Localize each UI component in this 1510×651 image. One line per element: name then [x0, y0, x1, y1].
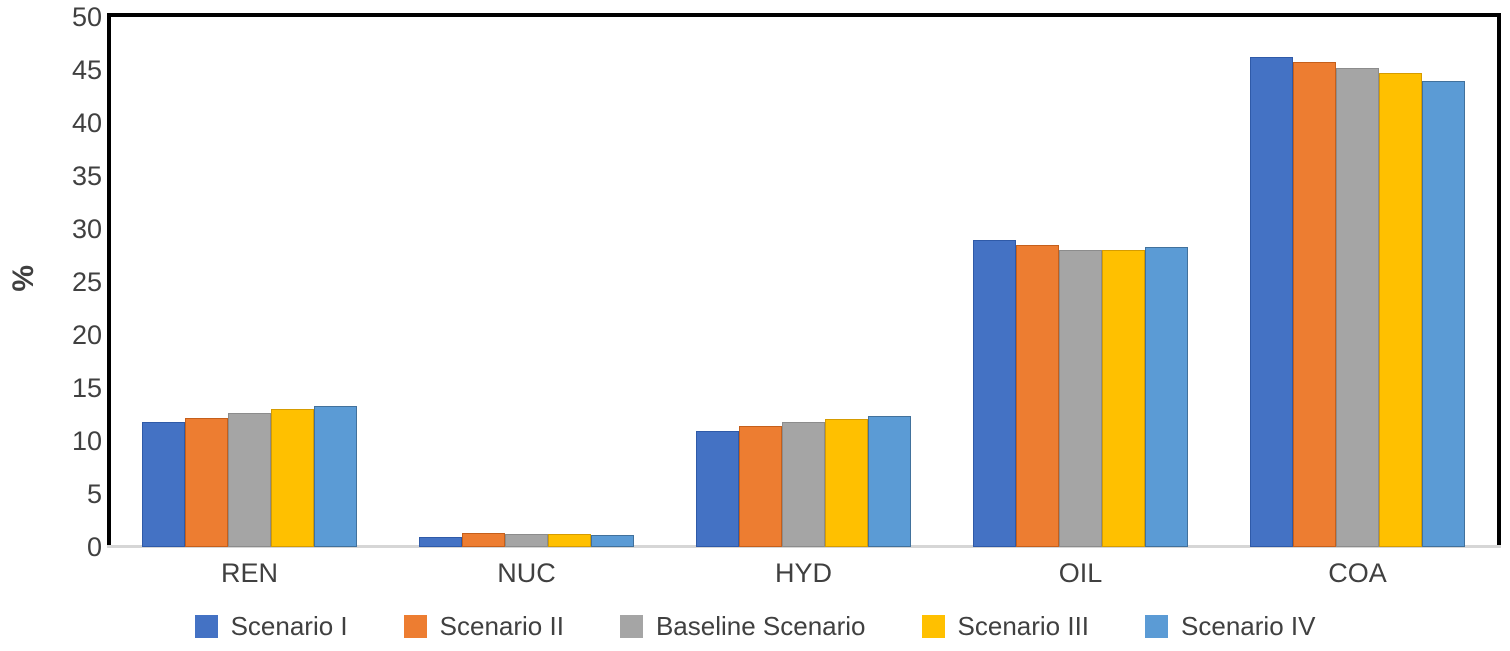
y-tick-label: 35 [71, 161, 102, 191]
bar-baseline-scenario-oil [1059, 250, 1102, 547]
bar-baseline-scenario-coa [1336, 67, 1379, 547]
bar-scenario-i-ren [142, 421, 185, 547]
category-label-nuc: NUC [497, 558, 556, 588]
y-tick-label: 15 [71, 373, 102, 403]
plot-border-top [107, 13, 1501, 17]
legend-label: Scenario III [957, 611, 1090, 641]
category-label-hyd: HYD [774, 558, 832, 588]
y-axis-line [107, 13, 111, 548]
y-tick-label: 0 [86, 532, 102, 562]
bar-scenario-iii-oil [1102, 250, 1145, 547]
legend-item-baseline-scenario: Baseline Scenario [619, 611, 866, 642]
y-tick-label: 50 [71, 2, 102, 32]
legend-swatch-icon [194, 615, 218, 638]
bar-scenario-iii-ren [271, 409, 314, 547]
bar-scenario-i-hyd [696, 431, 739, 547]
legend-item-scenario-ii: Scenario II [403, 611, 564, 642]
y-tick-label: 5 [86, 479, 102, 509]
bar-scenario-i-nuc [419, 537, 462, 547]
category-label-oil: OIL [1058, 558, 1103, 588]
legend-label: Scenario I [230, 611, 348, 641]
legend: Scenario I Scenario II Baseline Scenario Sc… [0, 611, 1510, 642]
y-tick-label: 30 [71, 214, 102, 244]
legend-label: Baseline Scenario [655, 611, 866, 641]
plot-border-right [1497, 13, 1501, 548]
bar-scenario-i-coa [1250, 57, 1293, 547]
bar-baseline-scenario-hyd [782, 421, 825, 547]
bar-scenario-iv-coa [1422, 80, 1465, 547]
category-label-ren: REN [220, 558, 278, 588]
bar-scenario-iv-oil [1145, 247, 1188, 547]
bar-scenario-i-oil [973, 239, 1016, 547]
bar-scenario-ii-nuc [462, 533, 505, 547]
category-label-coa: COA [1328, 558, 1387, 588]
legend-swatch-icon [921, 615, 945, 638]
y-tick-label: 40 [71, 108, 102, 138]
y-tick-label: 25 [71, 267, 102, 297]
bar-scenario-ii-oil [1016, 244, 1059, 547]
legend-label: Scenario II [439, 611, 564, 641]
legend-swatch-icon [403, 615, 427, 638]
legend-item-scenario-iv: Scenario IV [1145, 611, 1315, 642]
bar-scenario-iii-nuc [548, 534, 591, 547]
bar-scenario-iii-hyd [825, 418, 868, 547]
bar-scenario-ii-hyd [739, 426, 782, 547]
bar-scenario-ii-ren [185, 417, 228, 547]
bar-scenario-ii-coa [1293, 61, 1336, 547]
legend-label: Scenario IV [1181, 611, 1316, 641]
legend-item-scenario-iii: Scenario III [921, 611, 1090, 642]
legend-swatch-icon [1145, 615, 1169, 638]
bar-scenario-iv-ren [314, 406, 357, 547]
legend-swatch-icon [619, 615, 643, 638]
legend-item-scenario-i: Scenario I [194, 611, 348, 642]
bar-baseline-scenario-ren [228, 413, 271, 547]
bar-scenario-iii-coa [1379, 73, 1422, 547]
y-tick-label: 45 [71, 55, 102, 85]
y-tick-label: 10 [71, 426, 102, 456]
y-tick-label: 20 [71, 320, 102, 350]
bar-scenario-iv-hyd [868, 415, 911, 547]
bar-scenario-iv-nuc [591, 535, 634, 547]
bar-baseline-scenario-nuc [505, 534, 548, 547]
